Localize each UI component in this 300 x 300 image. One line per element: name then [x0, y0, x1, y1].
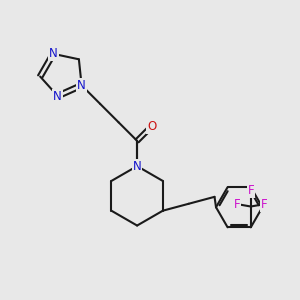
Text: N: N: [133, 160, 142, 172]
Text: F: F: [248, 184, 254, 197]
Text: F: F: [234, 198, 240, 211]
Text: N: N: [49, 47, 58, 60]
Text: O: O: [147, 120, 156, 133]
Text: N: N: [53, 89, 62, 103]
Text: N: N: [77, 79, 86, 92]
Text: F: F: [261, 198, 268, 211]
